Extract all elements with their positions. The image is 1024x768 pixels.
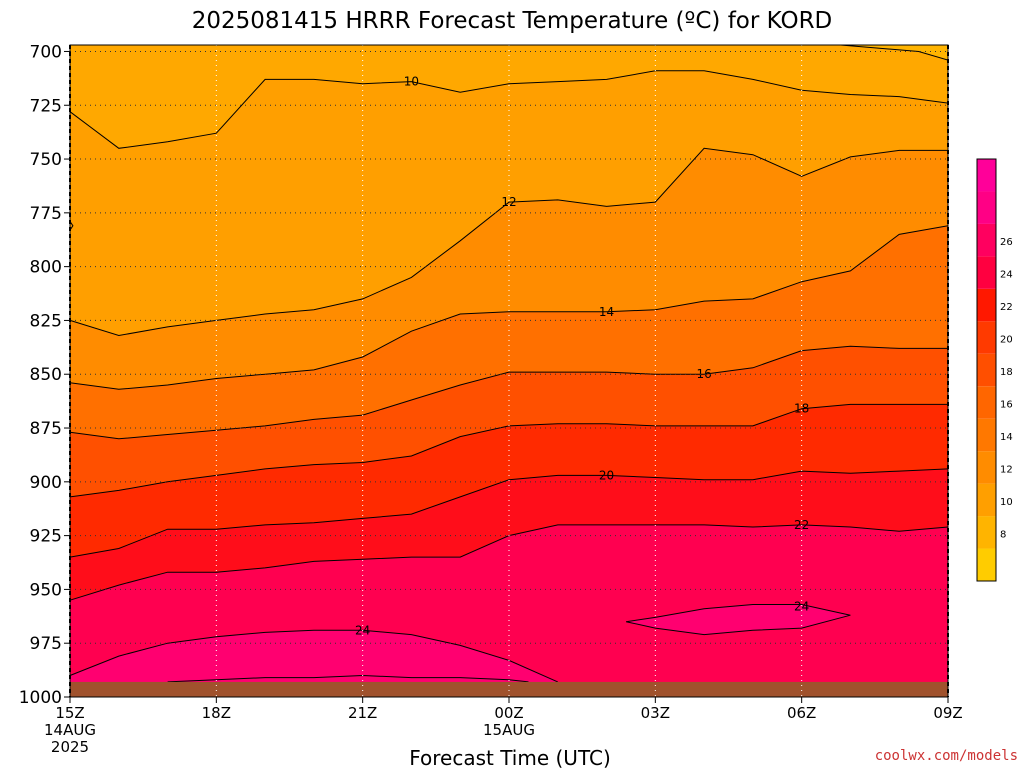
contour-label: 18 <box>794 402 809 416</box>
band-24 <box>70 630 558 697</box>
y-tick-label: 825 <box>30 311 62 331</box>
x-axis-label: Forecast Time (UTC) <box>409 746 611 768</box>
y-tick-label: 1000 <box>19 688 62 708</box>
colorbar-tick-label: 18 <box>1000 367 1013 378</box>
colorbar-swatch <box>977 548 996 581</box>
x-tick-label: 06Z <box>787 704 816 722</box>
contour-label: 24 <box>794 600 809 614</box>
y-tick-label: 975 <box>30 634 62 654</box>
colorbar-tick-label: 20 <box>1000 335 1013 346</box>
colorbar-tick-label: 26 <box>1000 237 1013 248</box>
y-tick-label: 950 <box>30 580 62 600</box>
y-tick-label: 775 <box>30 204 62 224</box>
colorbar-swatch <box>977 386 996 419</box>
colorbar-swatch <box>977 451 996 484</box>
colorbar-swatch <box>977 288 996 322</box>
x-tick-label: 21Z <box>348 704 377 722</box>
colorbar-swatch <box>977 516 996 549</box>
ground-area <box>70 681 948 697</box>
colorbar-frame <box>976 158 997 582</box>
colorbar-swatch <box>977 418 996 452</box>
colorbar-swatch <box>977 483 996 517</box>
contour-label: 16 <box>696 367 711 381</box>
colorbar-swatch <box>977 353 996 387</box>
y-tick-label: 900 <box>30 473 62 493</box>
y-tick-label: 800 <box>30 258 62 278</box>
contour-label: 22 <box>794 518 809 532</box>
axes: 7007257507758008258508759009259509751000… <box>19 42 963 756</box>
y-tick-label: 850 <box>30 365 62 385</box>
y-tick-label: 750 <box>30 150 62 170</box>
colorbar-tick-label: 10 <box>1000 497 1013 508</box>
x-tick-label: 00Z <box>494 704 523 722</box>
colorbar: 8 10 12 14 16 18 20 22 24 26 <box>976 158 1013 582</box>
x-tick-label: 09Z <box>933 704 962 722</box>
colorbar-swatch <box>977 159 996 192</box>
y-tick-label: 700 <box>30 42 62 62</box>
y-tick-label: 925 <box>30 527 62 547</box>
colorbar-tick-label: 24 <box>1000 270 1013 281</box>
closed-contour-24 <box>625 604 851 636</box>
y-tick-label: 875 <box>30 419 62 439</box>
contour-line-14 <box>69 225 949 390</box>
chart-title: 2025081415 HRRR Forecast Temperature (ºC… <box>192 8 833 34</box>
colorbar-tick-label: 14 <box>1000 432 1013 443</box>
colorbar-tick-label: 8 <box>1000 529 1006 540</box>
colorbar-tick-label: 16 <box>1000 399 1013 410</box>
colorbar-swatch <box>977 256 996 289</box>
contour-label: 14 <box>599 305 614 319</box>
contour-line-24 <box>69 629 559 683</box>
contour-label: 12 <box>501 195 516 209</box>
x-tick-label: 14AUG <box>44 721 96 739</box>
y-tick-label: 725 <box>30 96 62 116</box>
colorbar-swatch <box>977 191 996 224</box>
contour-label: 10 <box>404 75 419 89</box>
x-tick-label: 15AUG <box>483 721 535 739</box>
colorbar-swatch <box>977 223 996 257</box>
x-tick-label: 2025 <box>51 738 89 756</box>
x-tick-label: 15Z <box>55 704 84 722</box>
credit-text: coolwx.com/models <box>875 748 1018 764</box>
contour-line-20 <box>69 468 949 558</box>
x-tick-label: 03Z <box>641 704 670 722</box>
contour-label: 20 <box>599 468 614 482</box>
x-tick-label: 18Z <box>202 704 231 722</box>
colorbar-tick-label: 12 <box>1000 464 1013 475</box>
colorbar-swatch <box>977 321 996 354</box>
colorbar-tick-label: 22 <box>1000 302 1013 313</box>
